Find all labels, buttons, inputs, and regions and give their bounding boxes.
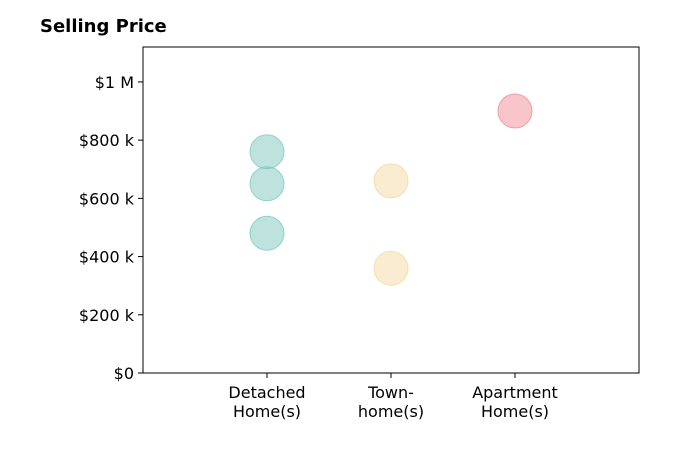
x-tick-label: Home(s) [233,402,301,421]
y-tick-label: $1 M [95,73,134,92]
data-point [373,250,409,286]
data-point [373,163,409,199]
data-point [249,134,285,170]
y-tick-label: $0 [114,364,134,383]
y-tick-label: $200 k [79,306,135,325]
y-tick-label: $400 k [79,248,135,267]
x-tick-label: Home(s) [481,402,549,421]
x-tick-label: Apartment [472,383,558,402]
plot-frame [142,46,640,374]
data-point [249,215,285,251]
data-point [249,166,285,202]
y-tick-label: $800 k [79,131,135,150]
x-tick-label: Town- [367,383,414,402]
chart-title: Selling Price [40,16,167,37]
y-tick-label: $600 k [79,189,135,208]
x-tick-label: home(s) [358,402,424,421]
data-point [497,93,533,129]
x-tick-label: Detached [228,383,305,402]
